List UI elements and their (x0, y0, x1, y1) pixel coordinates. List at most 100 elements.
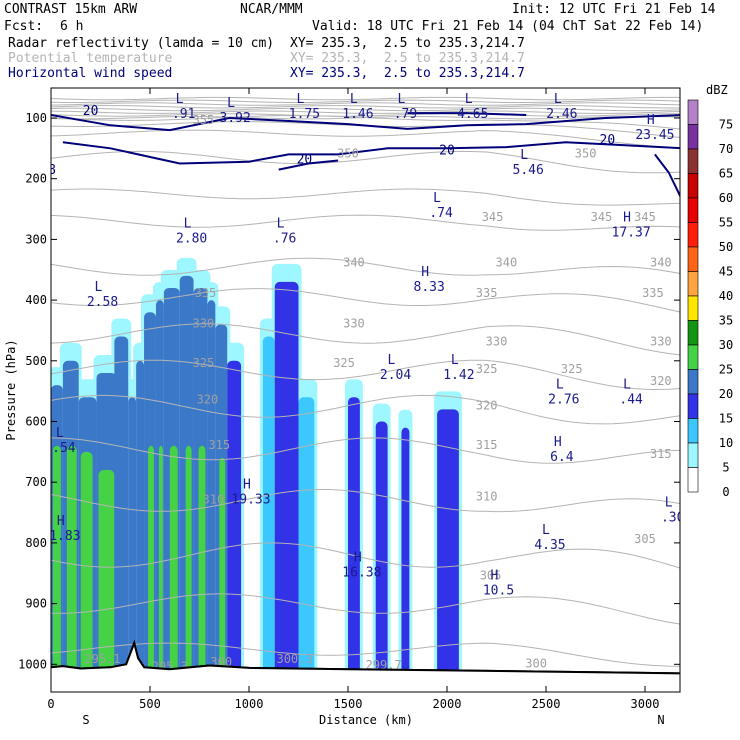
y-tick-label-6: 700 (25, 475, 47, 489)
field-name-reflectivity: Radar reflectivity (lamda = 10 cm) (8, 36, 275, 51)
extremum-value-22: .30 (661, 511, 684, 526)
theta-label-4: 345 (591, 210, 613, 224)
extremum-kind-14: L (95, 280, 103, 295)
extremum-kind-9: H (623, 210, 631, 225)
theta-isoline-10 (51, 394, 680, 425)
extremum-value-16: 1.42 (443, 368, 474, 383)
field-name-theta: Potential temperature (8, 51, 173, 66)
theta-isoline-9 (51, 359, 680, 391)
theta-strato-line-3 (51, 105, 680, 109)
extremum-value-9: 17.37 (612, 225, 651, 240)
extremum-value-6: 2.46 (546, 107, 577, 122)
plot-frame (50, 87, 681, 693)
wind-label-0: 20 (83, 104, 99, 119)
extremum-6: L2.46 (546, 92, 577, 122)
colorbar-swatch-65 (687, 148, 699, 174)
colorbar-swatch-25 (687, 344, 699, 370)
theta-label-10: 335 (476, 286, 498, 300)
extremum-kind-0: L (176, 92, 184, 107)
colorbar-swatch-0 (687, 467, 699, 493)
theta-label-30: 300 (525, 656, 547, 670)
extremum-4: L.79 (394, 92, 417, 122)
extremum-0: L.91 (172, 92, 195, 122)
theta-label-27: 310 (476, 489, 498, 503)
wind-isotach-0 (51, 114, 680, 132)
extremum-value-19: .54 (52, 441, 76, 456)
extremum-kind-10: L (433, 191, 441, 206)
refl-column-26 (274, 281, 299, 692)
refl-column-29 (375, 421, 388, 692)
theta-label-16: 325 (193, 356, 215, 370)
theta-label-13: 330 (343, 316, 365, 330)
extremum-24: L4.35 (534, 523, 565, 553)
theta-label-26: 310 (203, 492, 225, 506)
terrain-outline (51, 639, 680, 675)
extremum-9: H17.37 (612, 210, 651, 240)
x-axis-title: Distance (km) (319, 713, 413, 727)
theta-label-14: 330 (486, 335, 508, 349)
extremum-value-24: 4.35 (534, 538, 565, 553)
extremum-value-7: 23.45 (635, 128, 674, 143)
extremum-value-0: .91 (172, 107, 195, 122)
theta-label-15: 330 (650, 335, 672, 349)
theta-isoline-14 (51, 593, 680, 625)
extremum-11: L2.80 (176, 216, 207, 246)
colorbar-label-15: 15 (719, 412, 733, 426)
plot-area: 355 350 350 345 345 345 340 340 340 335 335 335 330 3… (48, 92, 684, 692)
theta-strato-line-5 (51, 110, 680, 114)
refl-column-27 (298, 397, 315, 692)
colorbar-swatch-5 (687, 442, 699, 468)
extremum-kind-20: H (554, 435, 562, 450)
refl-column-30 (401, 427, 410, 692)
theta-label-18: 325 (476, 362, 498, 376)
extremum-kind-7: H (647, 113, 655, 128)
extremum-kind-5: L (465, 92, 473, 107)
refl-column-18 (185, 445, 192, 692)
colorbar-swatch-15 (687, 393, 699, 419)
colorbar-label-30: 30 (719, 338, 733, 352)
axes: 100 200 300 400 500 600 700 800 900 1000 0 500 1000 1… (4, 88, 680, 727)
extremum-23: H1.83 (51, 514, 81, 544)
model-title: CONTRAST 15km ARW (4, 2, 138, 17)
wind-isotach-1 (62, 141, 680, 165)
extremum-20: H6.4 (550, 435, 574, 465)
extremum-25: H16.38 (342, 550, 381, 580)
valid-time: Valid: 18 UTC Fri 21 Feb 14 (04 ChT Sat … (312, 19, 704, 34)
theta-label-7: 340 (496, 256, 518, 270)
extremum-16: L1.42 (443, 353, 474, 383)
theta-label-22: 320 (650, 374, 672, 388)
extremum-value-17: 2.76 (548, 392, 579, 407)
refl-column-3 (66, 445, 77, 692)
colorbar-label-50: 50 (719, 240, 733, 254)
theta-strato-line-1 (51, 99, 680, 103)
extremum-value-2: 1.75 (289, 107, 320, 122)
theta-isoline-3 (51, 150, 680, 174)
fcst-label: Fcst: (4, 19, 44, 34)
extremum-value-3: 1.46 (342, 107, 373, 122)
extremum-value-1: 3.92 (220, 111, 251, 126)
theta-isoline-7 (51, 288, 680, 313)
theta-label-29: 305 (634, 532, 656, 546)
theta-label-1: 350 (337, 146, 359, 160)
extremum-kind-1: L (227, 96, 235, 111)
refl-column-24 (227, 360, 242, 692)
theta-label-8: 340 (650, 256, 672, 270)
colorbar-swatch-20 (687, 369, 699, 395)
theta-label-24: 315 (476, 438, 498, 452)
extremum-kind-22: L (665, 496, 673, 511)
theta-isoline-12 (51, 489, 680, 513)
refl-column-5 (80, 451, 93, 692)
extremum-26: H10.5 (483, 568, 514, 598)
colorbar-swatch-40 (687, 271, 699, 297)
extremum-kind-12: L (277, 216, 285, 231)
extremum-kind-15: L (388, 353, 396, 368)
extremum-value-5: 4.65 (457, 107, 488, 122)
theta-isoline-13 (51, 542, 680, 569)
refl-column-23 (219, 457, 226, 692)
x-tick-label-1: 500 (139, 697, 161, 711)
extremum-value-13: 8.33 (414, 280, 445, 295)
theta-strato-line-4 (51, 107, 680, 112)
extremum-kind-8: L (520, 148, 528, 163)
wind-label-4: 8 (48, 163, 56, 178)
